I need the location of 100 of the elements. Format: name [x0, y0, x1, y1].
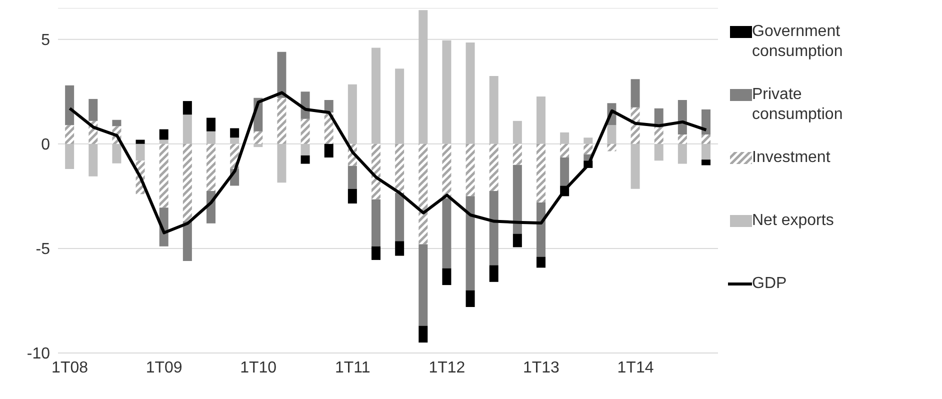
y-tick-label: -10 — [26, 346, 50, 363]
bar — [702, 160, 710, 166]
legend-label: Investment — [752, 148, 832, 168]
bar — [254, 131, 263, 144]
bar — [182, 114, 192, 144]
bar — [348, 166, 357, 189]
bar — [630, 144, 640, 189]
bar — [372, 199, 380, 246]
legend-label: GDP — [752, 274, 788, 294]
bar — [112, 120, 122, 126]
bar — [277, 52, 286, 98]
bar — [536, 144, 546, 202]
bar — [512, 164, 522, 234]
bar — [560, 158, 570, 186]
bar — [277, 144, 286, 183]
bar — [300, 144, 310, 156]
x-tick-label: 1T10 — [240, 359, 277, 376]
bar — [112, 144, 122, 164]
bar — [702, 144, 710, 160]
bar — [489, 190, 498, 266]
y-tick-label: 5 — [41, 32, 50, 50]
bar — [512, 144, 522, 165]
bar — [254, 144, 263, 148]
bar — [442, 268, 452, 286]
bar — [678, 100, 687, 134]
bar — [159, 129, 168, 140]
x-tick-label: 1T09 — [146, 359, 182, 376]
bar — [466, 144, 475, 196]
legend-label: Net exports — [752, 211, 835, 231]
x-tick-label: 1T11 — [335, 359, 370, 376]
bar — [466, 42, 475, 144]
bar — [418, 326, 428, 343]
bar — [418, 144, 428, 244]
bar — [159, 140, 168, 144]
bar — [560, 132, 570, 144]
bar — [702, 109, 710, 134]
bar — [230, 128, 240, 138]
bar — [65, 144, 74, 169]
bar — [372, 144, 380, 200]
bar — [136, 144, 145, 161]
bar — [489, 144, 498, 191]
bar — [678, 144, 687, 164]
bar — [182, 101, 192, 115]
bar — [300, 155, 310, 164]
bar — [182, 221, 192, 261]
bar — [442, 198, 452, 268]
bar — [702, 134, 710, 144]
x-tick-label: 1T13 — [522, 359, 560, 376]
bar — [348, 84, 357, 144]
bar — [395, 193, 404, 242]
bar — [607, 125, 616, 144]
bar — [300, 118, 310, 144]
bar — [654, 144, 664, 161]
x-tick-label: 1T08 — [52, 359, 88, 376]
bar — [395, 68, 404, 144]
bar — [206, 118, 216, 132]
bar — [372, 48, 380, 144]
bar — [277, 98, 286, 144]
bar — [182, 144, 192, 222]
bar — [88, 98, 98, 121]
bar — [348, 188, 357, 204]
bar — [395, 144, 404, 194]
bar — [136, 140, 145, 144]
bar — [206, 131, 216, 144]
bar — [466, 196, 475, 290]
legend-label: Private consumption — [752, 85, 844, 125]
bar — [418, 10, 428, 144]
bar — [560, 144, 570, 158]
bar — [512, 120, 522, 144]
bar — [372, 246, 380, 260]
bar — [678, 134, 687, 144]
bar — [536, 202, 546, 257]
bar — [489, 265, 498, 282]
bar — [159, 144, 168, 208]
x-tick-label: 1T14 — [617, 359, 654, 376]
bar — [654, 127, 664, 144]
bar — [230, 138, 240, 144]
bar — [442, 144, 452, 198]
bar — [65, 125, 74, 144]
bar — [324, 144, 334, 158]
bar — [206, 144, 216, 191]
bar — [536, 96, 546, 144]
bar — [489, 76, 498, 144]
bar — [324, 100, 334, 113]
bar — [512, 234, 522, 248]
line-series — [68, 91, 708, 234]
bar — [65, 85, 74, 126]
bar — [466, 290, 475, 307]
bar — [395, 241, 404, 256]
bar — [536, 256, 546, 268]
bar — [442, 40, 452, 144]
y-tick-label: 0 — [41, 136, 50, 154]
bar — [418, 244, 428, 326]
y-tick-label: -5 — [36, 241, 50, 258]
bar — [630, 79, 640, 108]
bar — [584, 144, 593, 154]
legend-label: Government consumption — [752, 22, 844, 62]
bar — [88, 144, 98, 176]
x-tick-label: 1T12 — [428, 359, 466, 376]
bar — [630, 107, 640, 144]
